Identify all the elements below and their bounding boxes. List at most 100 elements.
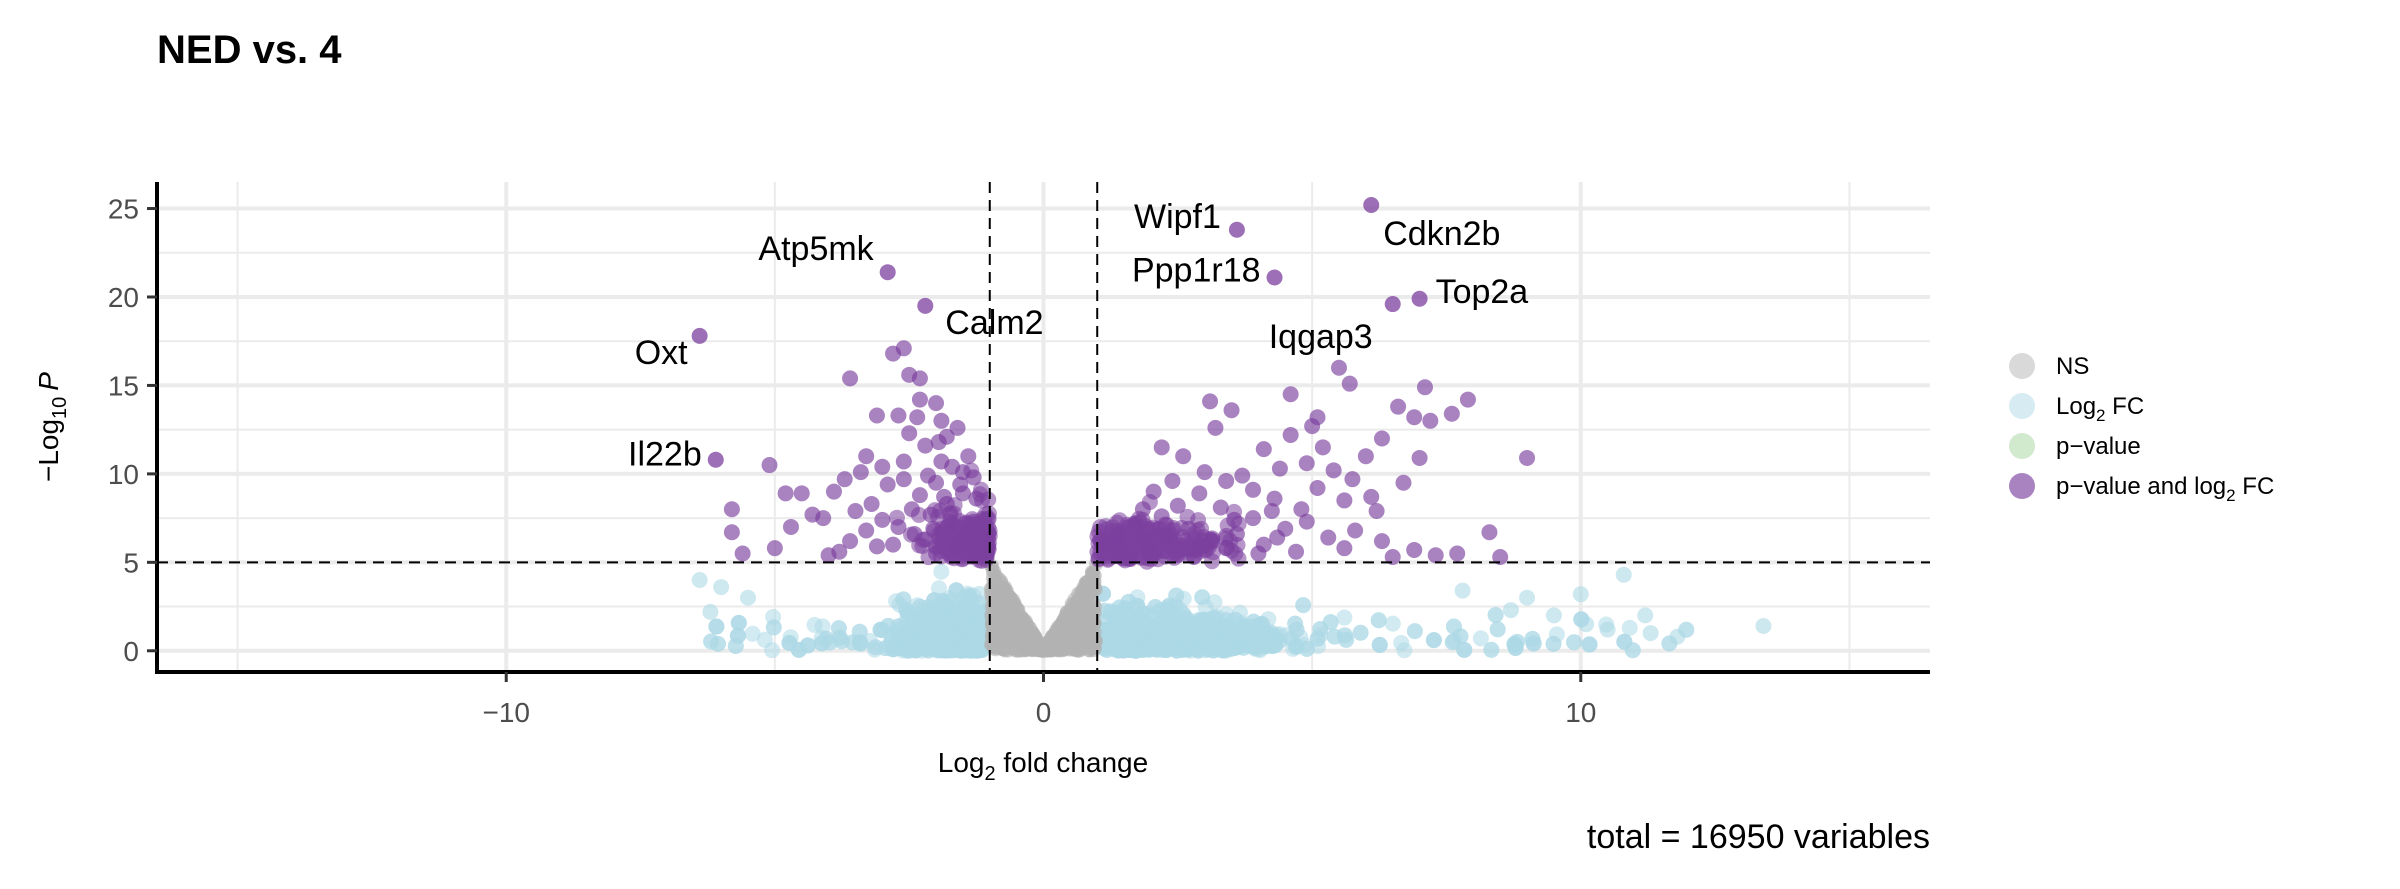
significant-point [1169, 497, 1186, 514]
fc-only-point [1116, 603, 1133, 620]
fc-only-point [765, 619, 782, 636]
gene-label: Iqgap3 [1269, 318, 1373, 356]
fc-only-point [912, 598, 929, 615]
significant-point [1344, 471, 1361, 488]
fc-only-point [1118, 625, 1135, 642]
significant-point [1202, 393, 1219, 410]
fc-only-point [1175, 605, 1192, 622]
significant-point [777, 485, 794, 502]
significant-point [793, 485, 810, 502]
fc-only-point [1168, 587, 1185, 604]
fc-only-point [1235, 618, 1252, 635]
significant-point [1245, 510, 1262, 527]
significant-point [1271, 460, 1288, 477]
significant-point [1137, 533, 1154, 550]
significant-point [1331, 359, 1347, 376]
ns-point [1025, 632, 1040, 647]
significant-point [1298, 455, 1315, 472]
fc-only-point [935, 612, 952, 629]
significant-point [933, 453, 950, 470]
significant-point [868, 407, 885, 424]
labeled-gene-point [707, 451, 724, 468]
fc-only-point [1445, 618, 1462, 635]
ns-point [997, 639, 1012, 654]
fc-only-point [1227, 639, 1244, 656]
significant-point [1406, 541, 1423, 558]
significant-point [930, 434, 947, 451]
labeled-gene-point [1228, 221, 1245, 238]
fc-only-point [729, 627, 746, 644]
significant-point [1411, 449, 1428, 466]
fc-only-point [1266, 630, 1283, 647]
significant-point [1341, 375, 1358, 392]
significant-point [895, 340, 912, 357]
fc-only-point [1187, 616, 1204, 633]
ns-point [1087, 568, 1102, 583]
significant-point [1153, 439, 1170, 456]
fc-only-point [744, 625, 761, 642]
fc-only-point [1100, 622, 1117, 639]
significant-point [933, 412, 950, 429]
significant-point [1282, 426, 1299, 443]
ns-point [1048, 638, 1063, 653]
significant-point [1234, 467, 1251, 484]
fc-only-point [1336, 609, 1353, 626]
data-points [691, 196, 1536, 567]
fc-only-point [934, 592, 951, 609]
fc-only-point [1158, 639, 1175, 656]
fc-only-point [740, 589, 756, 606]
fc-only-point [1251, 635, 1268, 652]
fc-only-point [1454, 582, 1471, 599]
gene-label: Wipf1 [1134, 198, 1221, 236]
significant-point [847, 503, 864, 520]
significant-point [895, 471, 912, 488]
significant-point [909, 409, 926, 426]
fc-only-point [790, 641, 807, 658]
significant-point [1191, 485, 1208, 502]
significant-point [1207, 419, 1224, 436]
significant-point [944, 515, 961, 532]
significant-point [874, 511, 891, 528]
x-tick-label: 0 [1036, 697, 1052, 728]
significant-point [1228, 526, 1245, 543]
significant-point [825, 483, 842, 500]
significant-point [782, 518, 799, 535]
significant-point [949, 538, 966, 555]
fc-only-point [813, 635, 830, 652]
significant-point [1164, 472, 1181, 489]
significant-point [917, 437, 934, 454]
fc-only-point [806, 616, 823, 633]
significant-point [879, 476, 896, 493]
significant-point [868, 538, 885, 555]
significant-point [863, 495, 880, 512]
sig-cloud-point [980, 491, 997, 508]
legend: NS Log2 FC p−value p−value and log2 FC [2009, 353, 2274, 505]
significant-point [1223, 402, 1240, 419]
significant-point [885, 536, 902, 553]
significant-point [820, 547, 837, 564]
fc-only-point [1502, 602, 1519, 619]
fc-only-point [1621, 619, 1638, 636]
significant-point [1309, 480, 1326, 497]
fc-only-point [1135, 631, 1152, 648]
significant-point [1443, 405, 1460, 422]
significant-point [1314, 439, 1331, 456]
significant-point [1245, 481, 1262, 498]
significant-point [1121, 550, 1138, 567]
gene-label: Cdkn2b [1383, 215, 1500, 253]
legend-key-p [2009, 433, 2035, 459]
fc-only-point [1288, 638, 1305, 655]
significant-point [723, 524, 740, 541]
fc-only-point [708, 618, 725, 635]
fc-only-point [890, 630, 907, 647]
significant-point [1390, 398, 1407, 415]
significant-point [1153, 508, 1170, 525]
significant-point [874, 458, 891, 475]
significant-point [1108, 538, 1125, 555]
labeled-gene-point [1411, 290, 1428, 307]
fc-only-point [948, 582, 965, 599]
significant-point [890, 518, 907, 535]
gene-label: Oxt [635, 334, 688, 372]
